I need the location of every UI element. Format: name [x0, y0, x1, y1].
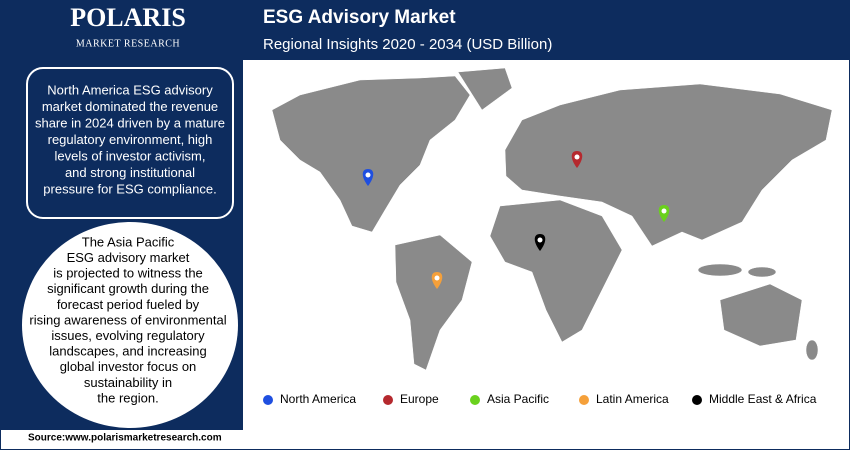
legend: North America Europe Asia Pacific Latin Ame… — [263, 392, 817, 406]
insight-line: landscapes, and increasing — [49, 344, 207, 359]
pins — [362, 151, 670, 289]
logo: POLARIS — [70, 3, 186, 32]
insight-line: forecast period fueled by — [57, 297, 200, 312]
insight-line: issues, evolving regulatory — [51, 328, 205, 343]
land — [457, 67, 513, 111]
pin-dot — [365, 172, 371, 178]
pin — [431, 272, 443, 289]
land — [747, 266, 777, 278]
subtitle: Regional Insights 2020 - 2034 (USD Billi… — [263, 36, 552, 53]
pin-dot — [434, 275, 440, 281]
insight-line: pressure for ESG compliance. — [43, 181, 216, 196]
pin-dot — [537, 237, 543, 243]
insights: North America ESG advisory market dominat… — [29, 82, 226, 405]
insight-line: ESG advisory market — [67, 250, 190, 265]
title: ESG Advisory Market — [263, 7, 456, 28]
insight-box — [26, 67, 234, 219]
world-map — [271, 67, 833, 371]
insight-line: The Asia Pacific — [82, 234, 175, 249]
insight-oval — [22, 222, 238, 428]
insight-line: market dominated the revenue — [42, 99, 218, 114]
insight-line: share in 2024 driven by a mature — [35, 115, 225, 130]
insight-line: significant growth during the — [47, 281, 209, 296]
pin-dot — [574, 154, 580, 160]
legend-dot — [263, 395, 273, 405]
land — [697, 263, 743, 277]
insight-line: global investor focus on — [60, 359, 197, 374]
land — [271, 75, 471, 233]
logo-sub: MARKET RESEARCH — [76, 38, 180, 49]
insight-line: regulatory environment, high — [48, 132, 213, 147]
legend-label: Asia Pacific — [487, 392, 549, 406]
insight-line: rising awareness of environmental — [29, 312, 226, 327]
legend-dot — [579, 395, 589, 405]
pin-dot — [661, 208, 667, 214]
land — [489, 199, 623, 343]
legend-dot — [470, 395, 480, 405]
legend-label: North America — [280, 392, 356, 406]
land — [504, 83, 833, 247]
legend-label: Latin America — [596, 392, 669, 406]
pin — [571, 151, 583, 168]
legend-label: Europe — [400, 392, 439, 406]
insight-line: North America ESG advisory — [47, 82, 213, 97]
legend-label: Middle East & Africa — [709, 392, 817, 406]
insight-line: the region. — [97, 390, 158, 405]
insight-line: sustainability in — [84, 375, 172, 390]
land — [719, 283, 803, 347]
pin — [658, 205, 670, 222]
pin — [362, 169, 374, 186]
legend-dot — [692, 395, 702, 405]
legend-dot — [383, 395, 393, 405]
land — [394, 234, 473, 371]
insight-line: and strong institutional — [65, 165, 195, 180]
insight-line: is projected to witness the — [53, 266, 203, 281]
insight-line: levels of investor activism, — [55, 148, 206, 163]
source: Source:www.polarismarketresearch.com — [28, 433, 222, 444]
land — [805, 339, 819, 361]
pin — [534, 234, 546, 251]
